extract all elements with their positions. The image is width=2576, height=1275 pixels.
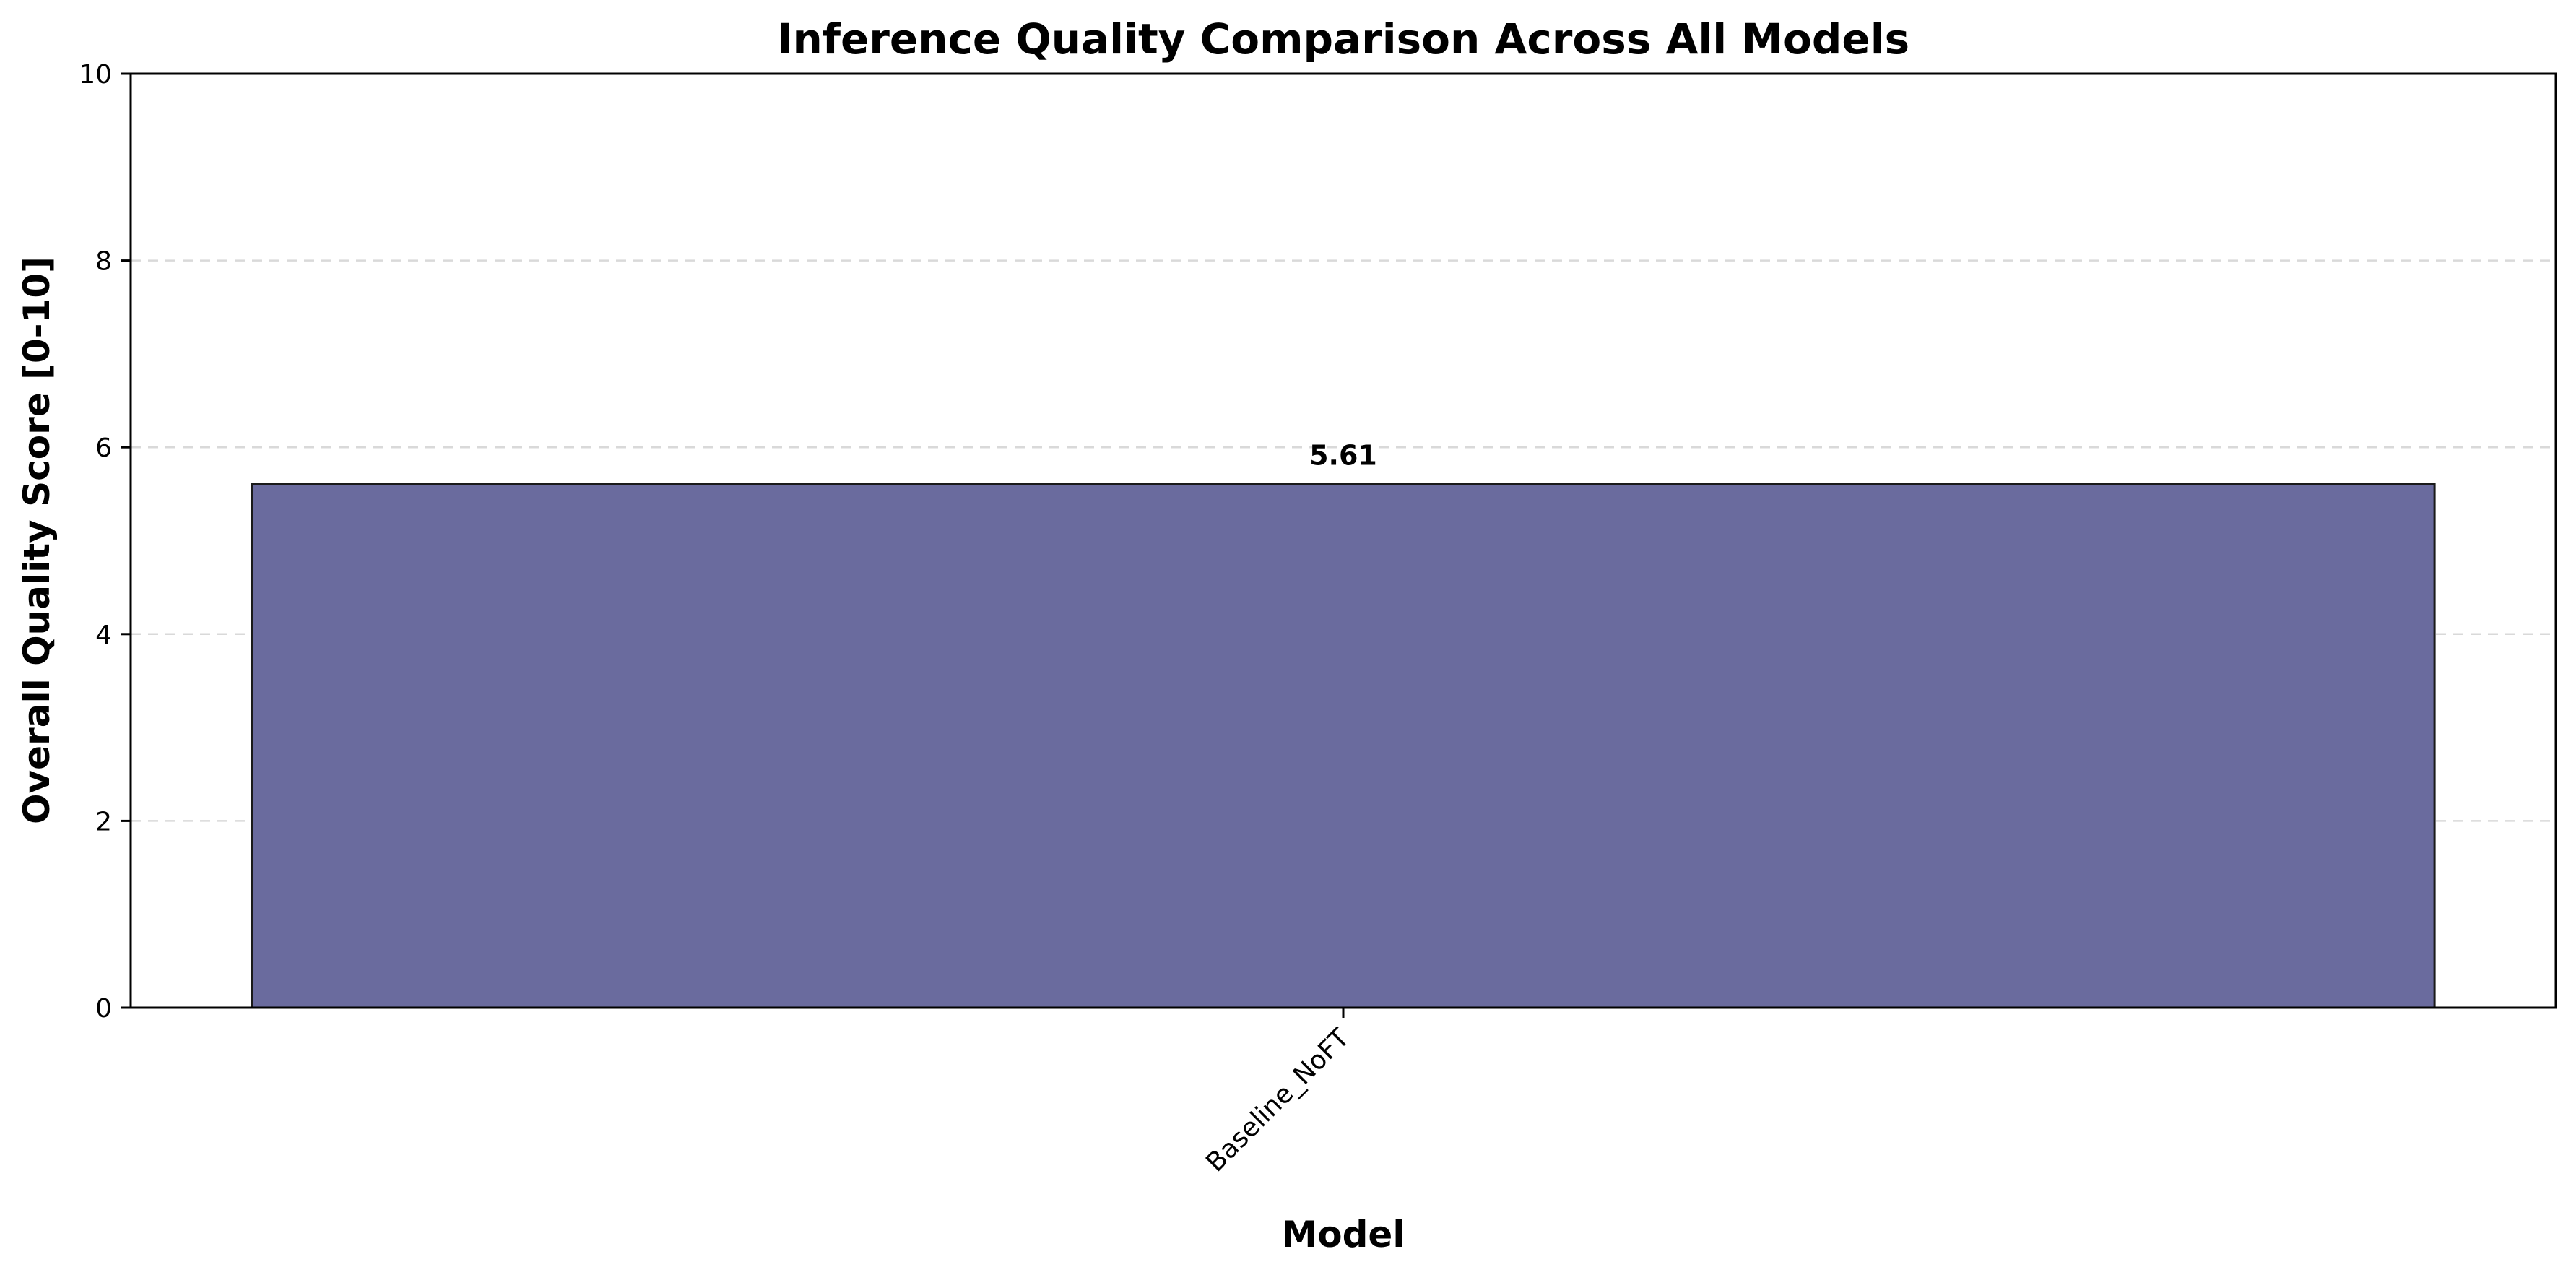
data-labels: 5.61 (1309, 440, 1377, 472)
bar (251, 483, 2436, 1009)
y-tick-label: 0 (95, 994, 112, 1024)
y-tick-label: 8 (95, 247, 112, 277)
x-axis-label: Model (1282, 1214, 1405, 1255)
y-tick-label: 6 (95, 433, 112, 463)
bar-value-label: 5.61 (1309, 440, 1377, 472)
y-tick-label: 2 (95, 807, 112, 837)
y-tick-label: 10 (79, 60, 112, 90)
y-axis-ticks: 0 2 4 6 8 10 (79, 60, 131, 1024)
chart-title: Inference Quality Comparison Across All … (777, 14, 1909, 64)
bars (251, 483, 2436, 1009)
y-axis-label: Overall Quality Score [0-10] (16, 256, 58, 824)
y-tick-label: 4 (95, 621, 112, 650)
